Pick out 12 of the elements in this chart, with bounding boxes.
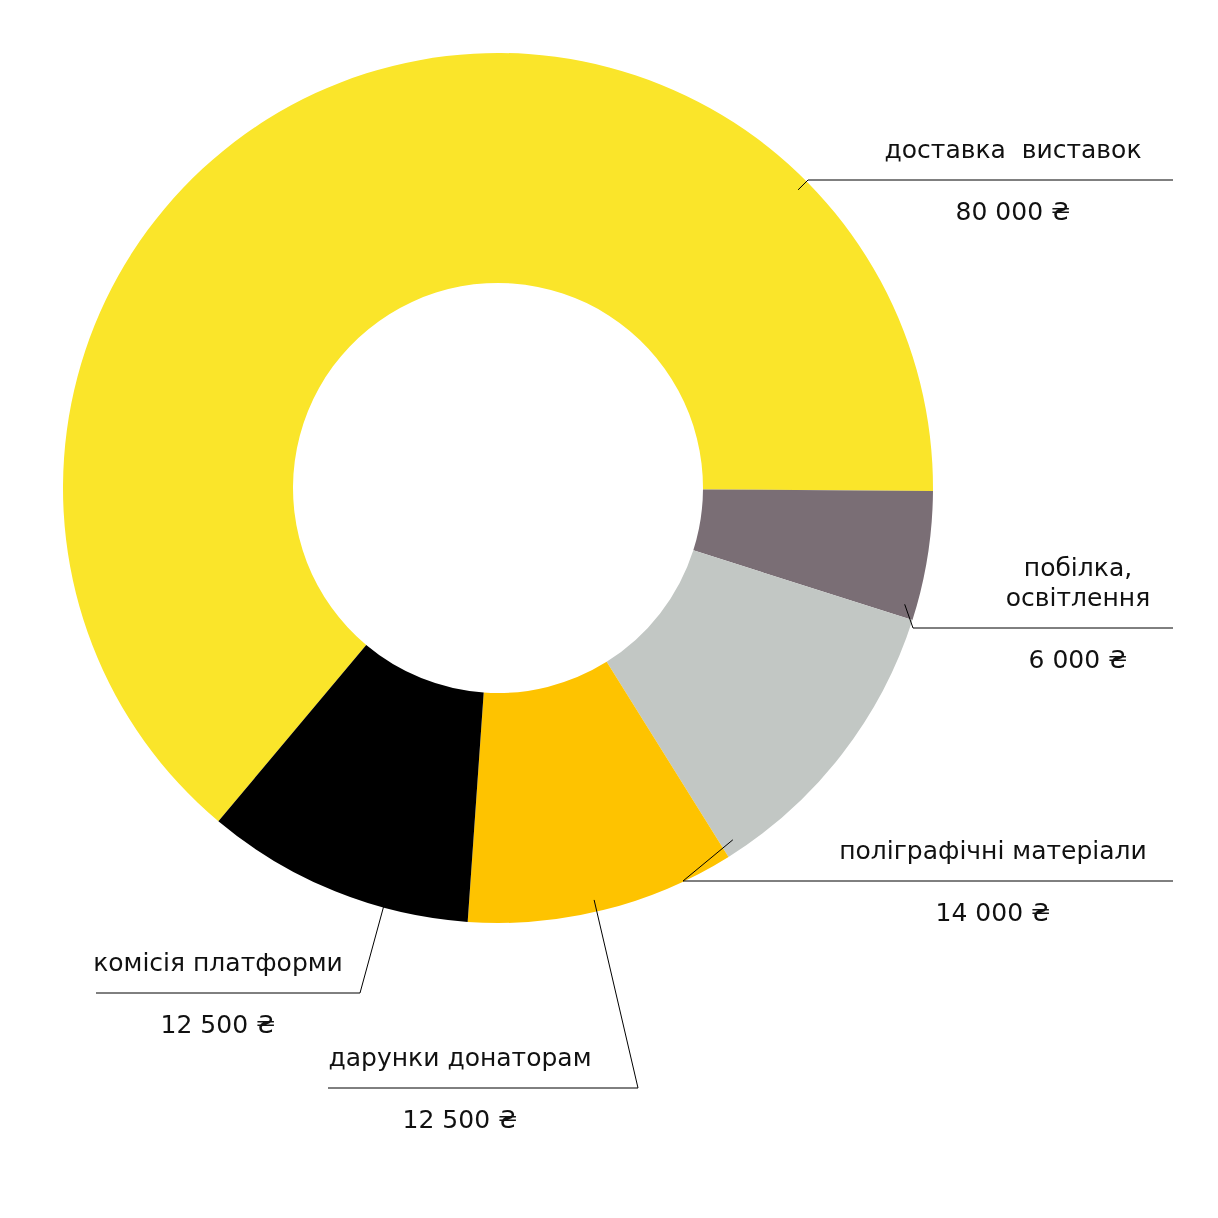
slice-label: побілка, освітлення bbox=[1005, 553, 1151, 612]
slice-label: дарунки донаторам bbox=[328, 1043, 592, 1072]
slice-label: комісія платформи bbox=[93, 948, 343, 977]
data-label: 12 500 ₴ bbox=[402, 1105, 518, 1134]
donut-slice bbox=[693, 489, 933, 621]
donut-slice bbox=[467, 661, 729, 923]
data-label: 12 500 ₴ bbox=[160, 1010, 276, 1039]
slice-label: доставка виставок bbox=[884, 135, 1142, 164]
data-label: 6 000 ₴ bbox=[1028, 645, 1128, 674]
data-label: 14 000 ₴ bbox=[935, 898, 1051, 927]
data-label: 80 000 ₴ bbox=[955, 197, 1071, 226]
slice-label: поліграфічні матеріали bbox=[839, 836, 1147, 865]
